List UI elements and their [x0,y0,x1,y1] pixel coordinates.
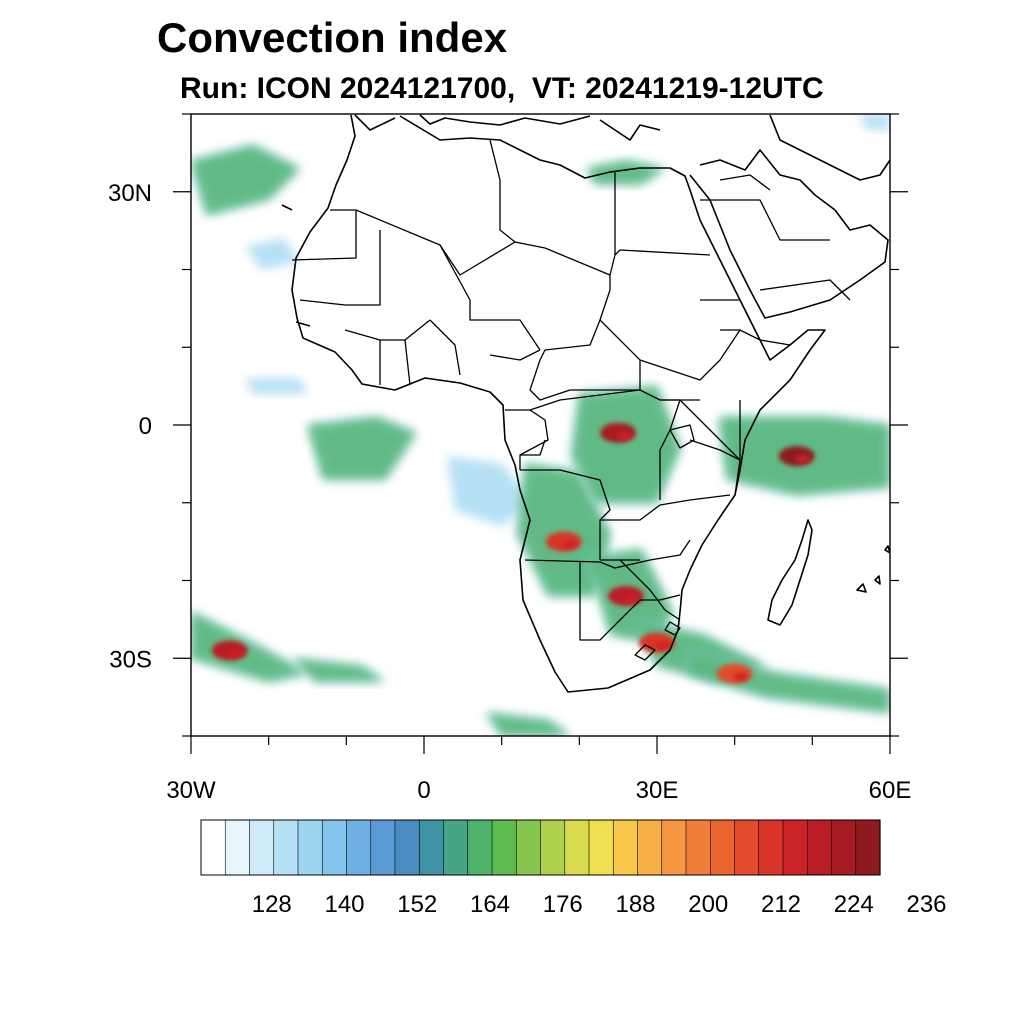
colorbar-swatch [346,819,372,876]
colorbar-swatch [515,819,542,876]
arabia-coastline [689,149,889,319]
convection-field-layer [191,114,890,736]
convection-peak [656,641,670,650]
convection-halo [245,378,308,394]
colorbar-swatch [249,819,275,876]
convection-mid [292,658,386,682]
colorbar-swatch [443,819,469,876]
madagascar-coastline [767,519,813,626]
x-tick-label: 0 [417,777,430,804]
colorbar-border [200,819,881,876]
convection-mid [517,463,611,596]
convection-mid [191,145,300,216]
convection-mid [191,611,308,682]
colorbar-label: 152 [397,891,437,918]
x-tick-label: 30W [166,777,216,804]
africa-coastline [291,114,826,693]
colorbar-swatch [588,819,614,876]
convection-core [600,422,637,443]
colorbar [200,819,881,876]
convection-mid [571,386,681,503]
convection-core [778,446,815,467]
colorbar-swatch [831,819,857,876]
colorbar-swatch [734,819,760,876]
convection-mid [587,160,665,184]
colorbar-swatch [637,819,663,876]
axis-tick-labels: 30W 0 30E 60E 30N 0 30S [108,180,911,804]
convection-halo [245,238,300,270]
colorbar-swatch [321,819,348,876]
colorbar-swatch [297,819,323,876]
y-tick-label: 0 [139,413,152,440]
coastline-layer [281,114,890,693]
y-tick-label: 30S [109,646,152,673]
colorbar-label: 200 [688,891,728,918]
colorbar-label: 188 [615,891,655,918]
colorbar-swatch [491,819,517,876]
border-layer [291,139,851,661]
colorbar-label: 224 [834,891,874,918]
colorbar-label: 212 [761,891,801,918]
convection-peak [795,455,810,464]
colorbar-label: 128 [252,891,292,918]
convection-core [545,531,582,552]
colorbar-swatch [806,819,833,876]
colorbar-swatch [370,819,396,876]
colorbar-swatch [200,819,226,876]
colorbar-swatch [709,819,736,876]
map-title: Convection index [157,14,508,61]
convection-peak [624,595,639,604]
colorbar-swatch [782,819,808,876]
colorbar-swatch [540,819,566,876]
convection-peak [733,672,748,681]
colorbar-swatch [273,819,299,876]
y-tick-label: 30N [108,180,152,207]
colorbar-label: 164 [470,891,510,918]
axis-ticks [173,113,908,754]
colorbar-labels: 128 140 152 164 176 188 200 212 224 236 [252,891,947,918]
colorbar-swatch [685,819,711,876]
convection-peak [617,431,632,440]
convection-core [607,586,644,607]
colorbar-swatch [661,819,687,876]
colorbar-swatch [564,819,590,876]
x-tick-label: 60E [869,777,912,804]
colorbar-label: 176 [543,891,583,918]
convection-peak [562,540,577,549]
colorbar-swatch [612,819,639,876]
colorbar-swatch [418,819,445,876]
convection-halo [447,456,533,527]
colorbar-swatch [467,819,493,876]
convection-mid [307,417,417,480]
convection-mid [486,712,572,736]
map-subtitle: Run: ICON 2024121700, VT: 20241219-12UTC [180,72,824,105]
convection-core [211,640,248,661]
colorbar-swatch [855,819,881,876]
x-tick-label: 30E [636,777,679,804]
colorbar-label: 236 [906,891,946,918]
convection-peak [228,649,243,658]
convection-core [716,663,753,684]
colorbar-swatch [758,819,784,876]
colorbar-swatch [224,819,251,876]
convection-halo [858,114,890,130]
colorbar-label: 140 [324,891,364,918]
colorbar-swatch [394,819,420,876]
